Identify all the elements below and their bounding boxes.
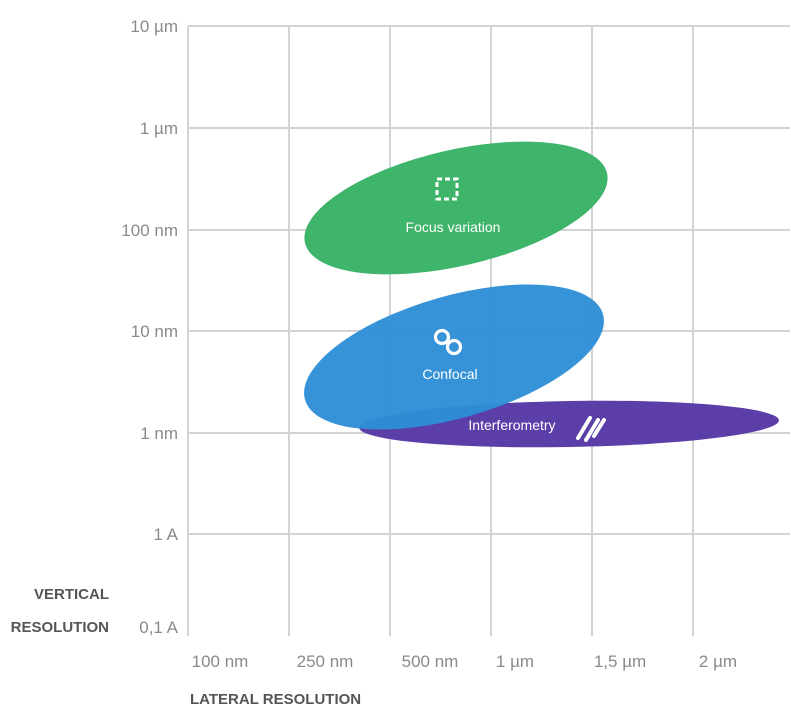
y-axis-title-line: RESOLUTION [11,619,109,636]
y-tick-label: 1 nm [140,424,178,443]
x-tick-labels: 100 nm 250 nm 500 nm 1 µm 1,5 µm 2 µm [192,652,737,671]
x-tick-label: 1 µm [496,652,534,671]
y-tick-label: 1 µm [140,119,178,138]
y-axis-title: VERTICAL RESOLUTION [11,586,109,636]
x-tick-label: 100 nm [192,652,249,671]
y-tick-label: 0,1 A [139,618,178,637]
y-tick-labels: 10 µm 1 µm 100 nm 10 nm 1 nm 1 A 0,1 A [121,17,178,637]
region-ellipse-focus-variation [304,141,608,275]
y-tick-label: 10 nm [131,322,178,341]
dashed-square-icon [435,177,459,201]
region-label: Confocal [422,366,477,382]
y-axis-title-line: VERTICAL [34,586,109,603]
region-label: Interferometry [468,417,555,433]
y-tick-label: 1 A [153,525,178,544]
x-tick-label: 2 µm [699,652,737,671]
x-axis-title: LATERAL RESOLUTION [190,691,361,708]
region-confocal: Confocal [304,284,604,430]
region-ellipse-confocal [304,284,604,430]
region-label: Focus variation [406,219,501,235]
region-focus-variation: Focus variation [304,141,608,275]
diagonal-stripes-icon [576,416,606,442]
x-tick-label: 1,5 µm [594,652,646,671]
x-tick-label: 500 nm [402,652,459,671]
x-tick-label: 250 nm [297,652,354,671]
linked-rings-icon [433,328,463,356]
y-tick-label: 10 µm [130,17,178,36]
y-tick-label: 100 nm [121,221,178,240]
